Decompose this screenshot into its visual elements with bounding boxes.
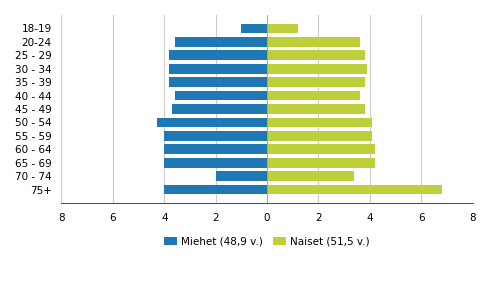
Bar: [175, 37, 267, 47]
Bar: [267, 37, 359, 47]
Bar: [267, 158, 375, 168]
Bar: [169, 77, 267, 87]
Bar: [267, 24, 298, 33]
Bar: [267, 77, 365, 87]
Legend: Miehet (48,9 v.), Naiset (51,5 v.): Miehet (48,9 v.), Naiset (51,5 v.): [160, 232, 374, 250]
Bar: [267, 171, 355, 181]
Bar: [175, 91, 267, 100]
Bar: [169, 50, 267, 60]
Bar: [267, 131, 373, 141]
Bar: [267, 64, 367, 73]
Bar: [267, 144, 375, 154]
Bar: [267, 104, 365, 114]
Bar: [267, 91, 359, 100]
Bar: [169, 64, 267, 73]
Bar: [164, 185, 267, 194]
Bar: [216, 171, 267, 181]
Bar: [267, 117, 373, 127]
Bar: [172, 104, 267, 114]
Bar: [242, 24, 267, 33]
Bar: [164, 158, 267, 168]
Bar: [164, 131, 267, 141]
Bar: [164, 144, 267, 154]
Bar: [267, 185, 442, 194]
Bar: [267, 50, 365, 60]
Bar: [157, 117, 267, 127]
